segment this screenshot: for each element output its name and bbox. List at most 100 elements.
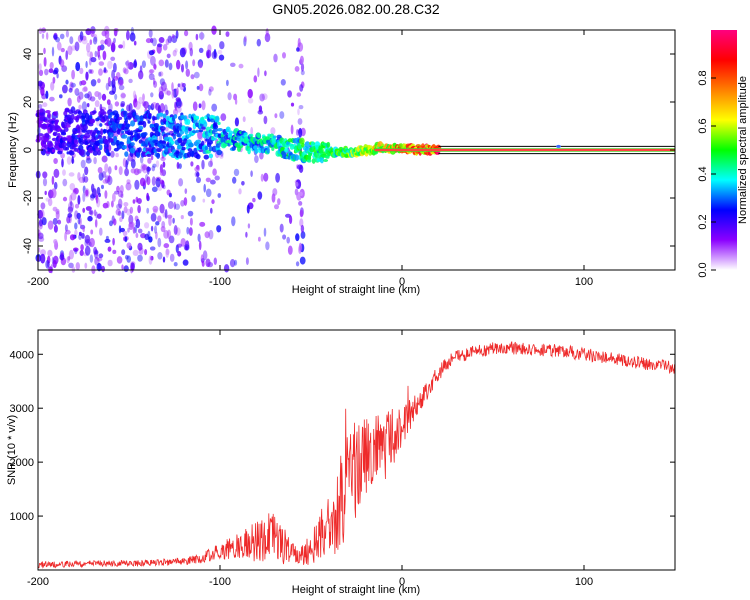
noise-blob [42, 177, 48, 187]
noise-blob [53, 239, 58, 245]
noise-blob [94, 219, 98, 228]
trace-blob [212, 128, 219, 133]
trace-blob [99, 144, 103, 151]
noise-blob [176, 59, 181, 70]
noise-blob [79, 67, 84, 75]
noise-blob [296, 92, 302, 97]
noise-blob [50, 81, 55, 91]
noise-blob [163, 104, 168, 113]
noise-blob [151, 165, 156, 172]
noise-blob [198, 47, 204, 54]
colorbar-ticks: 0.0 0.2 0.4 0.6 0.8 [697, 70, 716, 278]
noise-blob [93, 209, 97, 217]
spec-ytick-label: -40 [22, 238, 34, 254]
noise-blob [300, 224, 305, 233]
snr-xtick-label: -200 [27, 576, 49, 588]
noise-blob [48, 198, 53, 207]
noise-blob [150, 225, 154, 232]
noise-blob [106, 201, 110, 208]
noise-blob [211, 103, 218, 112]
colorbar-label: Normalized spectral amplitude [737, 76, 749, 224]
noise-blob [82, 192, 86, 203]
noise-blob [74, 203, 80, 209]
noise-blob [185, 68, 190, 77]
trace-blob [181, 146, 186, 151]
noise-blob [77, 195, 81, 205]
noise-blob [46, 32, 49, 40]
trace-blob [102, 111, 107, 115]
noise-blob [105, 235, 109, 241]
noise-blob [163, 243, 170, 249]
noise-blob [68, 249, 74, 260]
noise-blob [92, 187, 98, 197]
trace-blob [124, 151, 129, 157]
trace-blob [212, 137, 217, 141]
noise-blob [275, 172, 280, 183]
noise-blob [148, 73, 155, 81]
noise-blob [128, 214, 134, 225]
noise-blob [86, 50, 92, 57]
noise-blob [210, 157, 213, 167]
trace-blob [78, 137, 84, 142]
noise-blob [274, 204, 279, 210]
noise-blob [101, 93, 107, 101]
noise-blob [234, 117, 239, 127]
noise-blob [91, 187, 97, 197]
colorbar-tick-label: 0.4 [697, 166, 709, 181]
noise-blob [168, 216, 172, 227]
trace-blob [216, 149, 223, 156]
noise-blob [193, 71, 200, 79]
snr-ticks: -200 -100 0 100 1000 2000 3000 4000 [10, 330, 675, 588]
trace-blob [73, 139, 79, 145]
noise-blob [298, 191, 303, 197]
noise-blob [139, 177, 146, 187]
noise-blob [173, 108, 178, 117]
noise-blob [61, 158, 64, 168]
trace-blob [82, 123, 88, 131]
noise-blob [114, 93, 118, 100]
noise-blob [300, 63, 305, 72]
noise-blob [84, 166, 89, 176]
noise-blob [208, 229, 214, 240]
noise-blob [118, 84, 125, 91]
noise-blob [104, 238, 111, 243]
trace-blob [208, 153, 214, 159]
noise-blob [112, 192, 116, 202]
noise-blob [258, 236, 261, 242]
trace-blob [55, 119, 59, 123]
noise-blob [164, 59, 169, 68]
noise-blob [153, 80, 158, 88]
noise-blob [118, 198, 123, 209]
noise-blob [298, 242, 302, 252]
noise-blob [238, 63, 244, 69]
noise-blob [155, 221, 160, 226]
noise-blob [146, 166, 150, 175]
spec-xtick-label: -200 [27, 276, 49, 288]
noise-blob [70, 82, 76, 88]
trace-blob [68, 109, 74, 114]
noise-blob [138, 70, 144, 80]
trace-blob [195, 129, 199, 133]
spectrogram-ylabel: Frequency (Hz) [7, 112, 19, 188]
noise-blob [149, 69, 155, 74]
trace-blob [170, 140, 175, 145]
noise-blob [264, 70, 267, 77]
noise-blob [257, 191, 263, 200]
noise-blob [83, 86, 88, 92]
noise-blob [38, 63, 42, 71]
noise-blob [57, 219, 62, 225]
noise-blob [49, 96, 55, 102]
trace-blob [127, 112, 133, 119]
trace-blob [301, 142, 305, 148]
noise-blob [89, 237, 95, 248]
noise-blob [116, 185, 120, 193]
noise-blob [250, 170, 253, 177]
trace-blob [57, 150, 63, 155]
noise-blob [64, 231, 67, 242]
noise-blob [62, 84, 68, 94]
noise-blob [97, 213, 102, 219]
noise-blob [265, 28, 269, 37]
noise-blob [52, 206, 58, 212]
noise-blob [116, 203, 122, 210]
noise-blob [79, 31, 84, 41]
